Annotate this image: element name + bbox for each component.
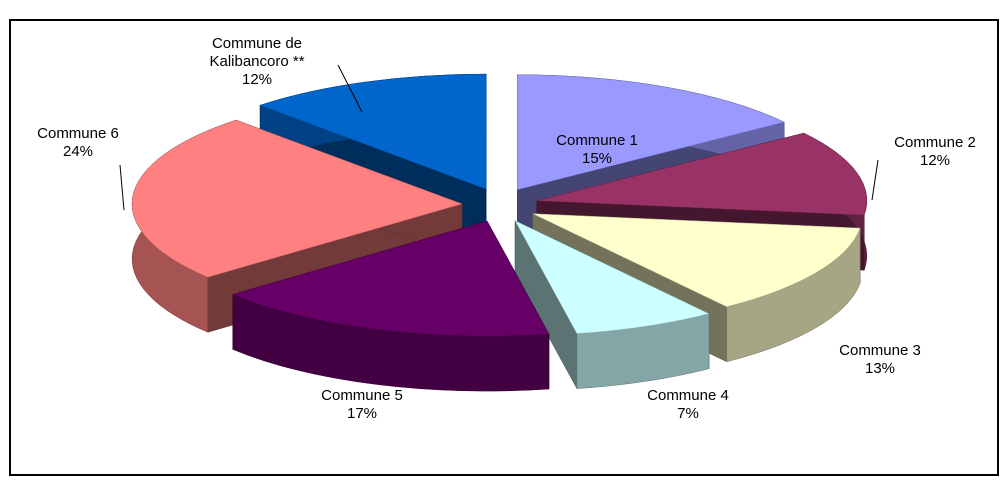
category-label: Commune 6 [37, 125, 119, 142]
category-label: Commune 4 [647, 387, 729, 404]
value-label: 12% [919, 152, 951, 169]
slice-label: Commune 2 12% [860, 134, 1008, 170]
pie [131, 73, 868, 392]
value-label: 17% [346, 405, 378, 422]
leader-line [337, 64, 363, 113]
slice [232, 220, 550, 337]
category-label: Commune 3 [839, 342, 921, 359]
category-label: Commune de Kalibancoro ** [209, 35, 305, 70]
slice-label: Commune de Kalibancoro ** 12% [192, 35, 322, 89]
category-label: Commune 1 [556, 132, 638, 149]
slice-group [514, 220, 710, 389]
value-label: 7% [677, 405, 699, 422]
slice-label: Commune 3 13% [805, 342, 955, 378]
slice [131, 119, 463, 278]
category-label: Commune 5 [321, 387, 403, 404]
leader-line [871, 159, 879, 201]
slice-label: Commune 4 7% [613, 387, 763, 423]
slice-label: Commune 6 24% [3, 125, 153, 161]
slice [536, 132, 868, 216]
slice-label: Commune 5 17% [287, 387, 437, 423]
slice [517, 74, 785, 191]
slice [532, 213, 861, 308]
category-label: Commune 2 [894, 134, 976, 151]
value-label: 15% [581, 150, 613, 167]
slice [259, 73, 487, 190]
slice-label: Commune 1 15% [522, 132, 672, 168]
value-label: 12% [241, 71, 273, 88]
slice [514, 220, 710, 334]
value-label: 24% [62, 143, 94, 160]
leader-line [119, 164, 125, 211]
value-label: 13% [864, 360, 896, 377]
slice-group [232, 220, 550, 392]
